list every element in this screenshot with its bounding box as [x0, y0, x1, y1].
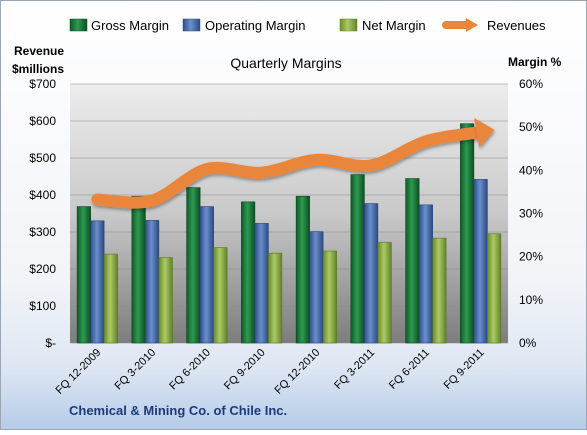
right-tick-label: 10% — [519, 293, 543, 307]
bar-gross-margin — [350, 174, 365, 344]
bar-operating-margin — [145, 220, 160, 344]
bar-gross-margin — [186, 187, 201, 344]
right-tick-label: 40% — [519, 163, 543, 177]
left-axis-ticks: $- $100 $200 $300 $400 $500 $600 $700 — [29, 77, 56, 350]
bar-gross-margin — [76, 206, 91, 344]
bar-operating-margin — [254, 223, 269, 344]
left-tick-label: $100 — [29, 299, 56, 313]
right-axis-title: Margin % — [508, 55, 562, 69]
revenue-arrowhead — [474, 117, 495, 148]
bar-gross-margin — [460, 123, 475, 344]
left-tick-label: $400 — [29, 188, 56, 202]
legend-arrowhead-revenues — [466, 18, 478, 32]
bar-gross-margin — [405, 178, 420, 344]
right-tick-label: 60% — [519, 77, 543, 91]
left-tick-label: $600 — [29, 114, 56, 128]
legend-label-net-margin: Net Margin — [362, 18, 426, 33]
bar-net-margin — [377, 242, 392, 344]
company-name: Chemical & Mining Co. of Chile Inc. — [69, 403, 287, 418]
bar-operating-margin — [364, 203, 379, 344]
right-axis-ticks: 0% 10% 20% 30% 40% 50% 60% — [519, 77, 543, 350]
left-axis-title-line2: $millions — [12, 62, 64, 76]
left-axis-title-line1: Revenue — [14, 44, 64, 58]
bar-gross-margin — [241, 201, 256, 344]
left-tick-label: $- — [45, 336, 56, 350]
right-tick-label: 20% — [519, 250, 543, 264]
bar-operating-margin — [473, 179, 488, 344]
bar-gross-margin — [131, 195, 146, 344]
revenue-line — [91, 126, 487, 209]
left-tick-label: $500 — [29, 151, 56, 165]
legend-label-operating-margin: Operating Margin — [205, 18, 305, 33]
legend-swatch-operating-margin — [182, 18, 201, 32]
bar-net-margin — [213, 247, 228, 344]
bar-net-margin — [322, 250, 337, 344]
bar-net-margin — [487, 233, 502, 344]
left-tick-label: $200 — [29, 262, 56, 276]
left-tick-label: $700 — [29, 77, 56, 91]
bar-net-margin — [158, 257, 173, 344]
bar-net-margin — [268, 252, 283, 344]
bar-net-margin — [103, 253, 118, 344]
legend-swatch-net-margin — [339, 18, 358, 32]
bar-net-margin — [432, 237, 447, 344]
chart-title: Quarterly Margins — [230, 55, 341, 71]
bar-operating-margin — [309, 231, 324, 344]
legend-label-gross-margin: Gross Margin — [91, 18, 169, 33]
legend-label-revenues: Revenues — [487, 18, 546, 33]
legend: Gross Margin Operating Margin Net Margin… — [69, 18, 546, 33]
right-tick-label: 50% — [519, 120, 543, 134]
bar-operating-margin — [199, 206, 214, 344]
legend-swatch-gross-margin — [69, 18, 88, 32]
right-tick-label: 0% — [519, 336, 537, 350]
revenue-line-group — [91, 117, 495, 209]
bar-operating-margin — [90, 220, 105, 344]
left-tick-label: $300 — [29, 225, 56, 239]
bar-gross-margin — [295, 195, 310, 344]
bars — [76, 123, 502, 344]
bar-operating-margin — [418, 204, 433, 344]
right-tick-label: 30% — [519, 207, 543, 221]
